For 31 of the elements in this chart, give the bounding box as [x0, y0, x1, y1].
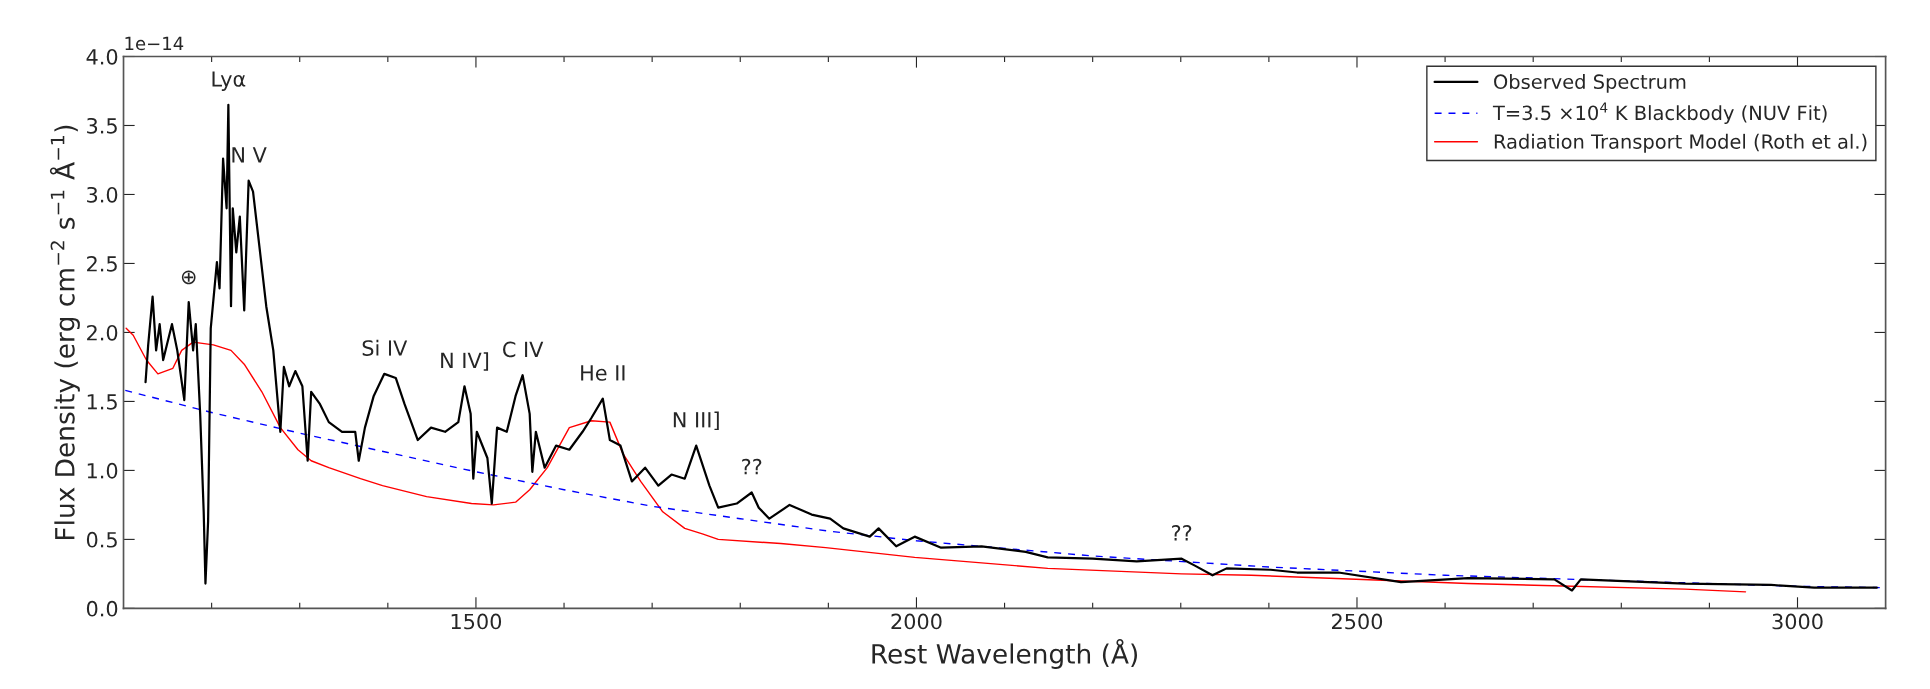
annotation: N III]	[673, 411, 719, 431]
x-axis-title: Rest Wavelength (Å)	[872, 638, 1138, 669]
y-tick-label: 4.0	[86, 48, 118, 65]
annotation: Lyα	[212, 71, 246, 91]
y-tick-label: 3.0	[87, 186, 118, 203]
y-tick-label: 3.5	[87, 117, 117, 134]
x-tick-label: 2000	[891, 613, 942, 630]
y-tick-label: 2.0	[87, 324, 118, 341]
x-tick-label: 2500	[1332, 613, 1383, 630]
y-tick-label: 0.5	[86, 531, 117, 548]
annotation: N IV]	[441, 352, 489, 371]
y-tick-label: 1.5	[87, 394, 117, 410]
annotation: Si IV	[362, 339, 408, 356]
y-axis-title: Flux Density (erg cm$^{−2}$ s$^{−1}$ Å$^{−1}$)	[49, 125, 80, 539]
y-tick-label: 2.5	[87, 255, 117, 272]
legend-label: Observed Spectrum	[1494, 74, 1686, 93]
y-tick-label: 1.0	[87, 462, 118, 479]
legend-label: T=3.5 ×10$^{4}$ K Blackbody (NUV Fit)	[1492, 102, 1827, 124]
x-tick-label: 3000	[1772, 613, 1823, 630]
text: 1e−14	[125, 36, 184, 51]
annotation: ??	[1172, 525, 1192, 541]
annotation: C IV	[503, 341, 544, 358]
line-series	[144, 103, 1878, 592]
annotation: He II	[581, 365, 625, 381]
y-tick-label: 0.0	[86, 600, 118, 617]
annotation: N V	[232, 147, 267, 163]
line-series	[125, 327, 1747, 593]
annotation: ??	[742, 458, 762, 475]
annotation: ⊕	[181, 270, 196, 285]
x-tick-label: 1500	[451, 613, 502, 630]
legend-label: Radiation Transport Model (Roth et al.)	[1494, 133, 1867, 153]
